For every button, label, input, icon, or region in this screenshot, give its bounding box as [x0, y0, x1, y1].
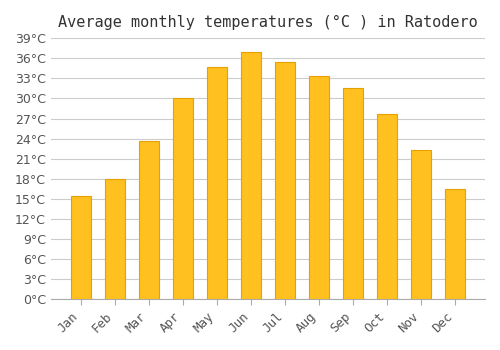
Bar: [206, 67, 227, 300]
Bar: [309, 76, 329, 300]
Bar: [70, 196, 91, 300]
Bar: [377, 114, 397, 300]
Title: Average monthly temperatures (°C ) in Ratodero: Average monthly temperatures (°C ) in Ra…: [58, 15, 478, 30]
Bar: [274, 62, 295, 300]
Bar: [445, 189, 466, 300]
Bar: [104, 179, 125, 300]
Bar: [343, 89, 363, 300]
Bar: [411, 150, 431, 300]
Bar: [172, 98, 193, 300]
Bar: [240, 51, 261, 300]
Bar: [138, 141, 159, 300]
